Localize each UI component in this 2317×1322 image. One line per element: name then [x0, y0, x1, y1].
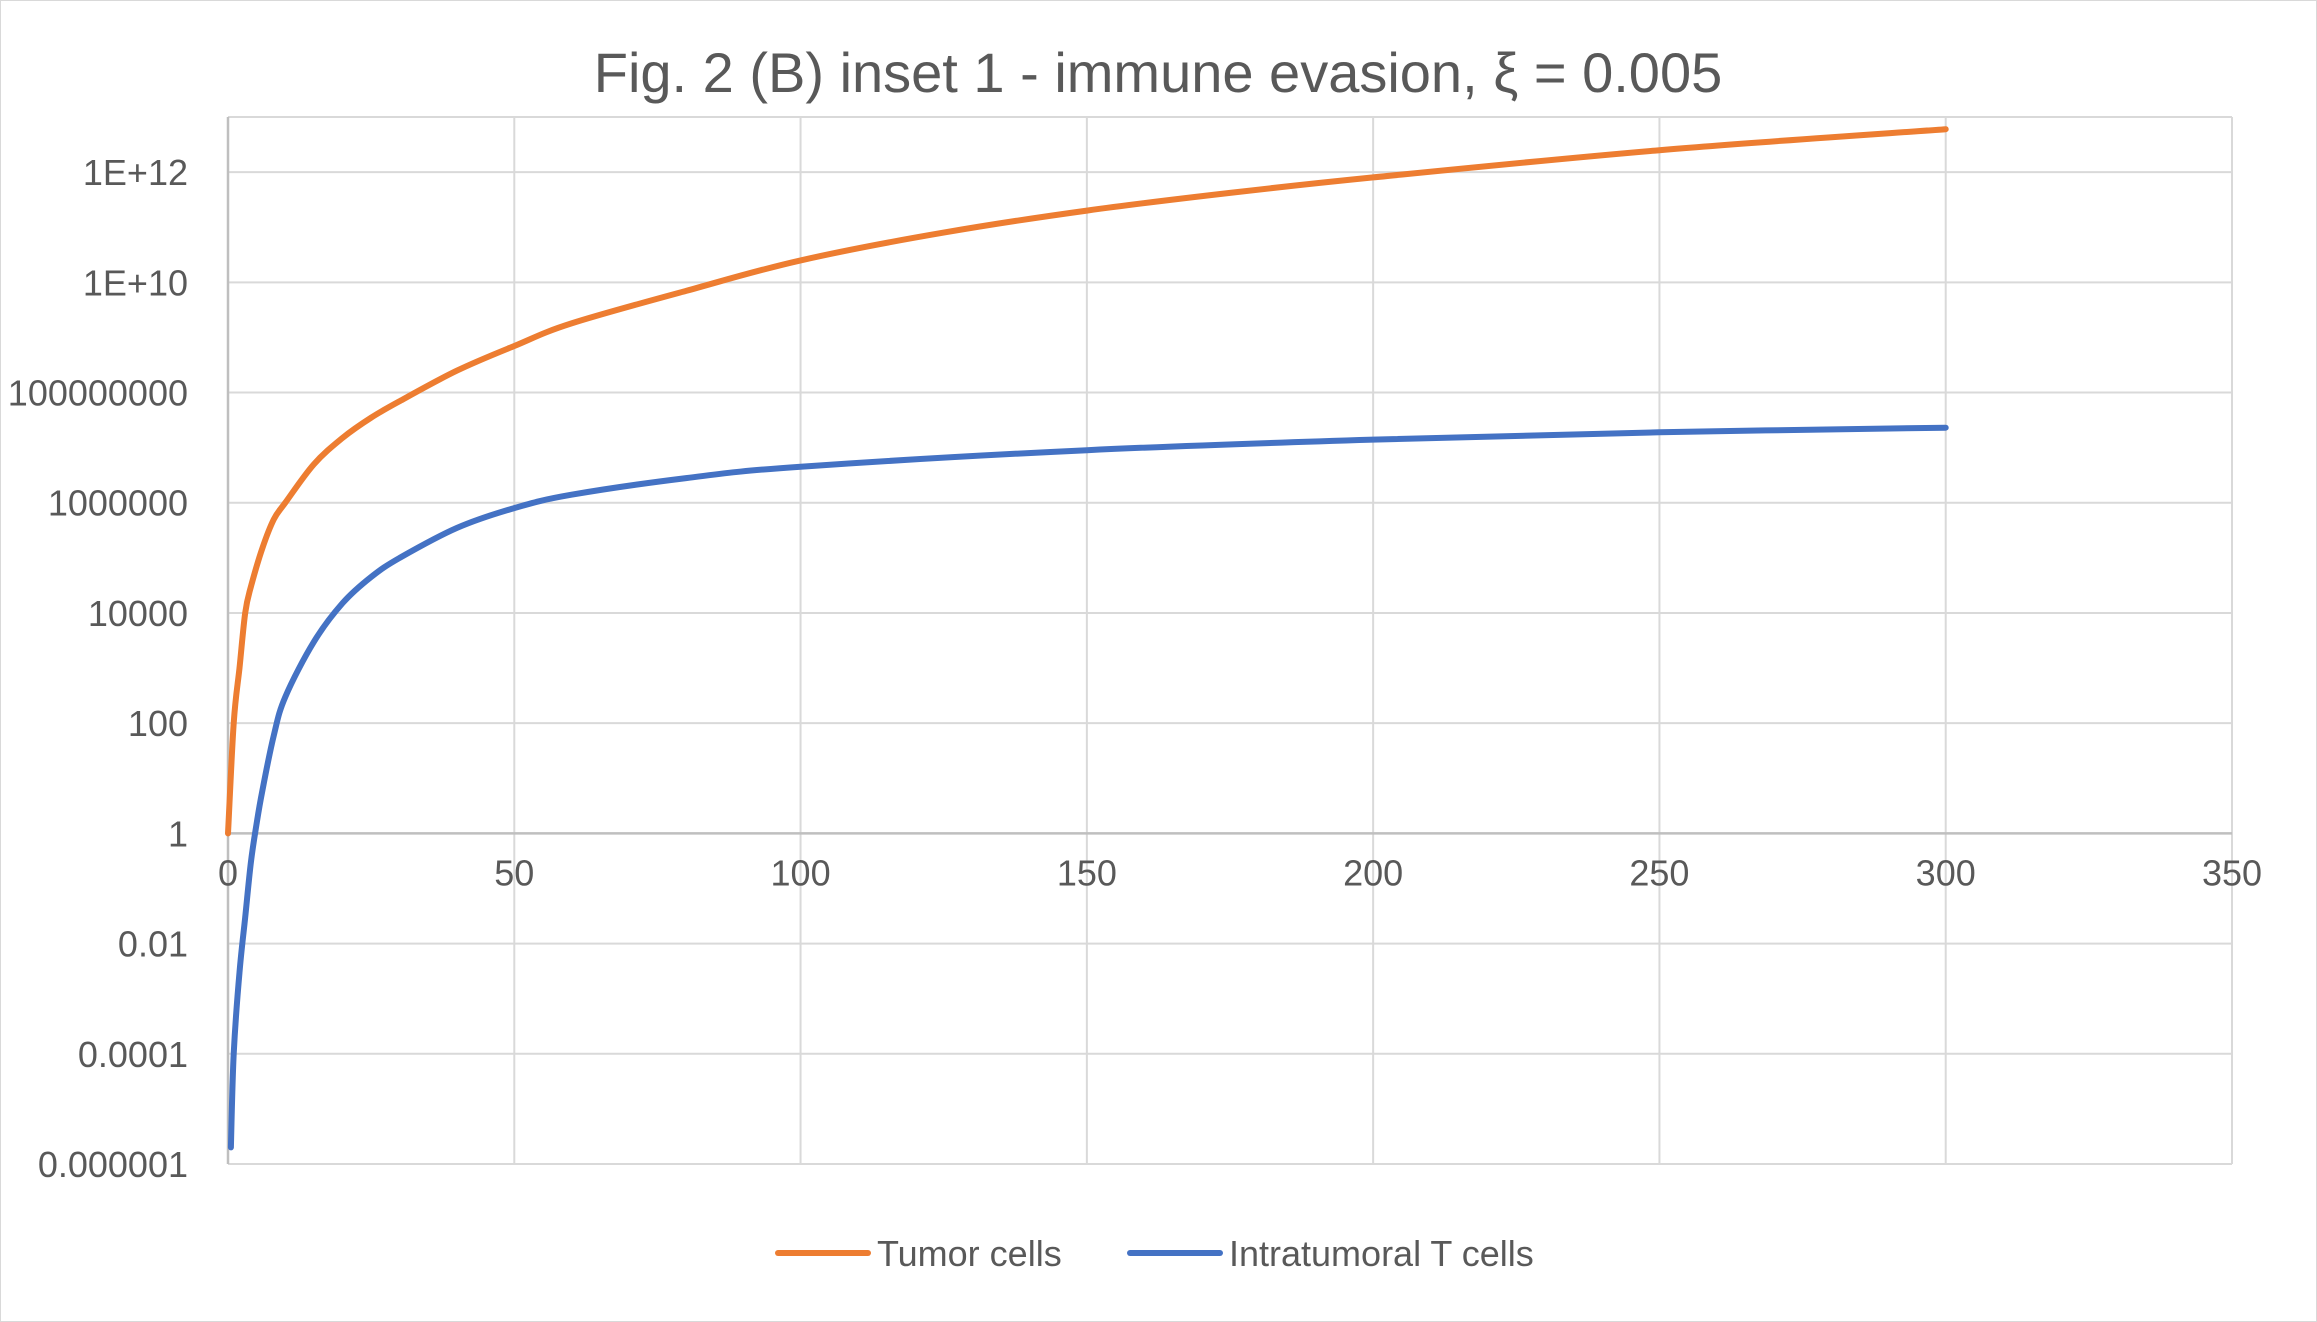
y-tick-label: 100 [128, 703, 188, 744]
x-tick-label: 0 [218, 852, 238, 893]
x-tick-label: 200 [1343, 852, 1403, 893]
y-tick-label: 0.000001 [38, 1144, 188, 1185]
y-tick-label: 0.01 [118, 924, 188, 965]
series-line-1 [227, 424, 1949, 1151]
axes: 0.000001 0.0001 0.01 1 100 10000 1000000 100000… [8, 117, 2262, 1185]
y-tick-label: 1000000 [48, 483, 188, 524]
x-tick-label: 50 [494, 852, 534, 893]
series-line-0 [225, 126, 1949, 837]
x-tick-label: 350 [2202, 852, 2262, 893]
y-tick-label: 0.0001 [78, 1034, 188, 1075]
y-tick-label: 1 [168, 813, 188, 854]
chart-title: Fig. 2 (B) inset 1 - immune evasion, ξ =… [594, 41, 1722, 104]
legend: Tumor cells Intratumoral T cells [775, 1233, 1534, 1274]
legend-label-0: Tumor cells [877, 1233, 1062, 1274]
gridlines [227, 116, 2233, 1165]
y-tick-label: 1E+10 [83, 262, 188, 303]
y-tick-label: 1E+12 [83, 152, 188, 193]
x-tick-label: 300 [1916, 852, 1976, 893]
y-tick-label: 100000000 [8, 373, 188, 414]
series-lines [225, 126, 1949, 1151]
x-tick-label: 250 [1629, 852, 1689, 893]
legend-label-1: Intratumoral T cells [1229, 1233, 1534, 1274]
x-tick-label: 100 [771, 852, 831, 893]
x-tick-label: 150 [1057, 852, 1117, 893]
y-tick-label: 10000 [88, 593, 188, 634]
